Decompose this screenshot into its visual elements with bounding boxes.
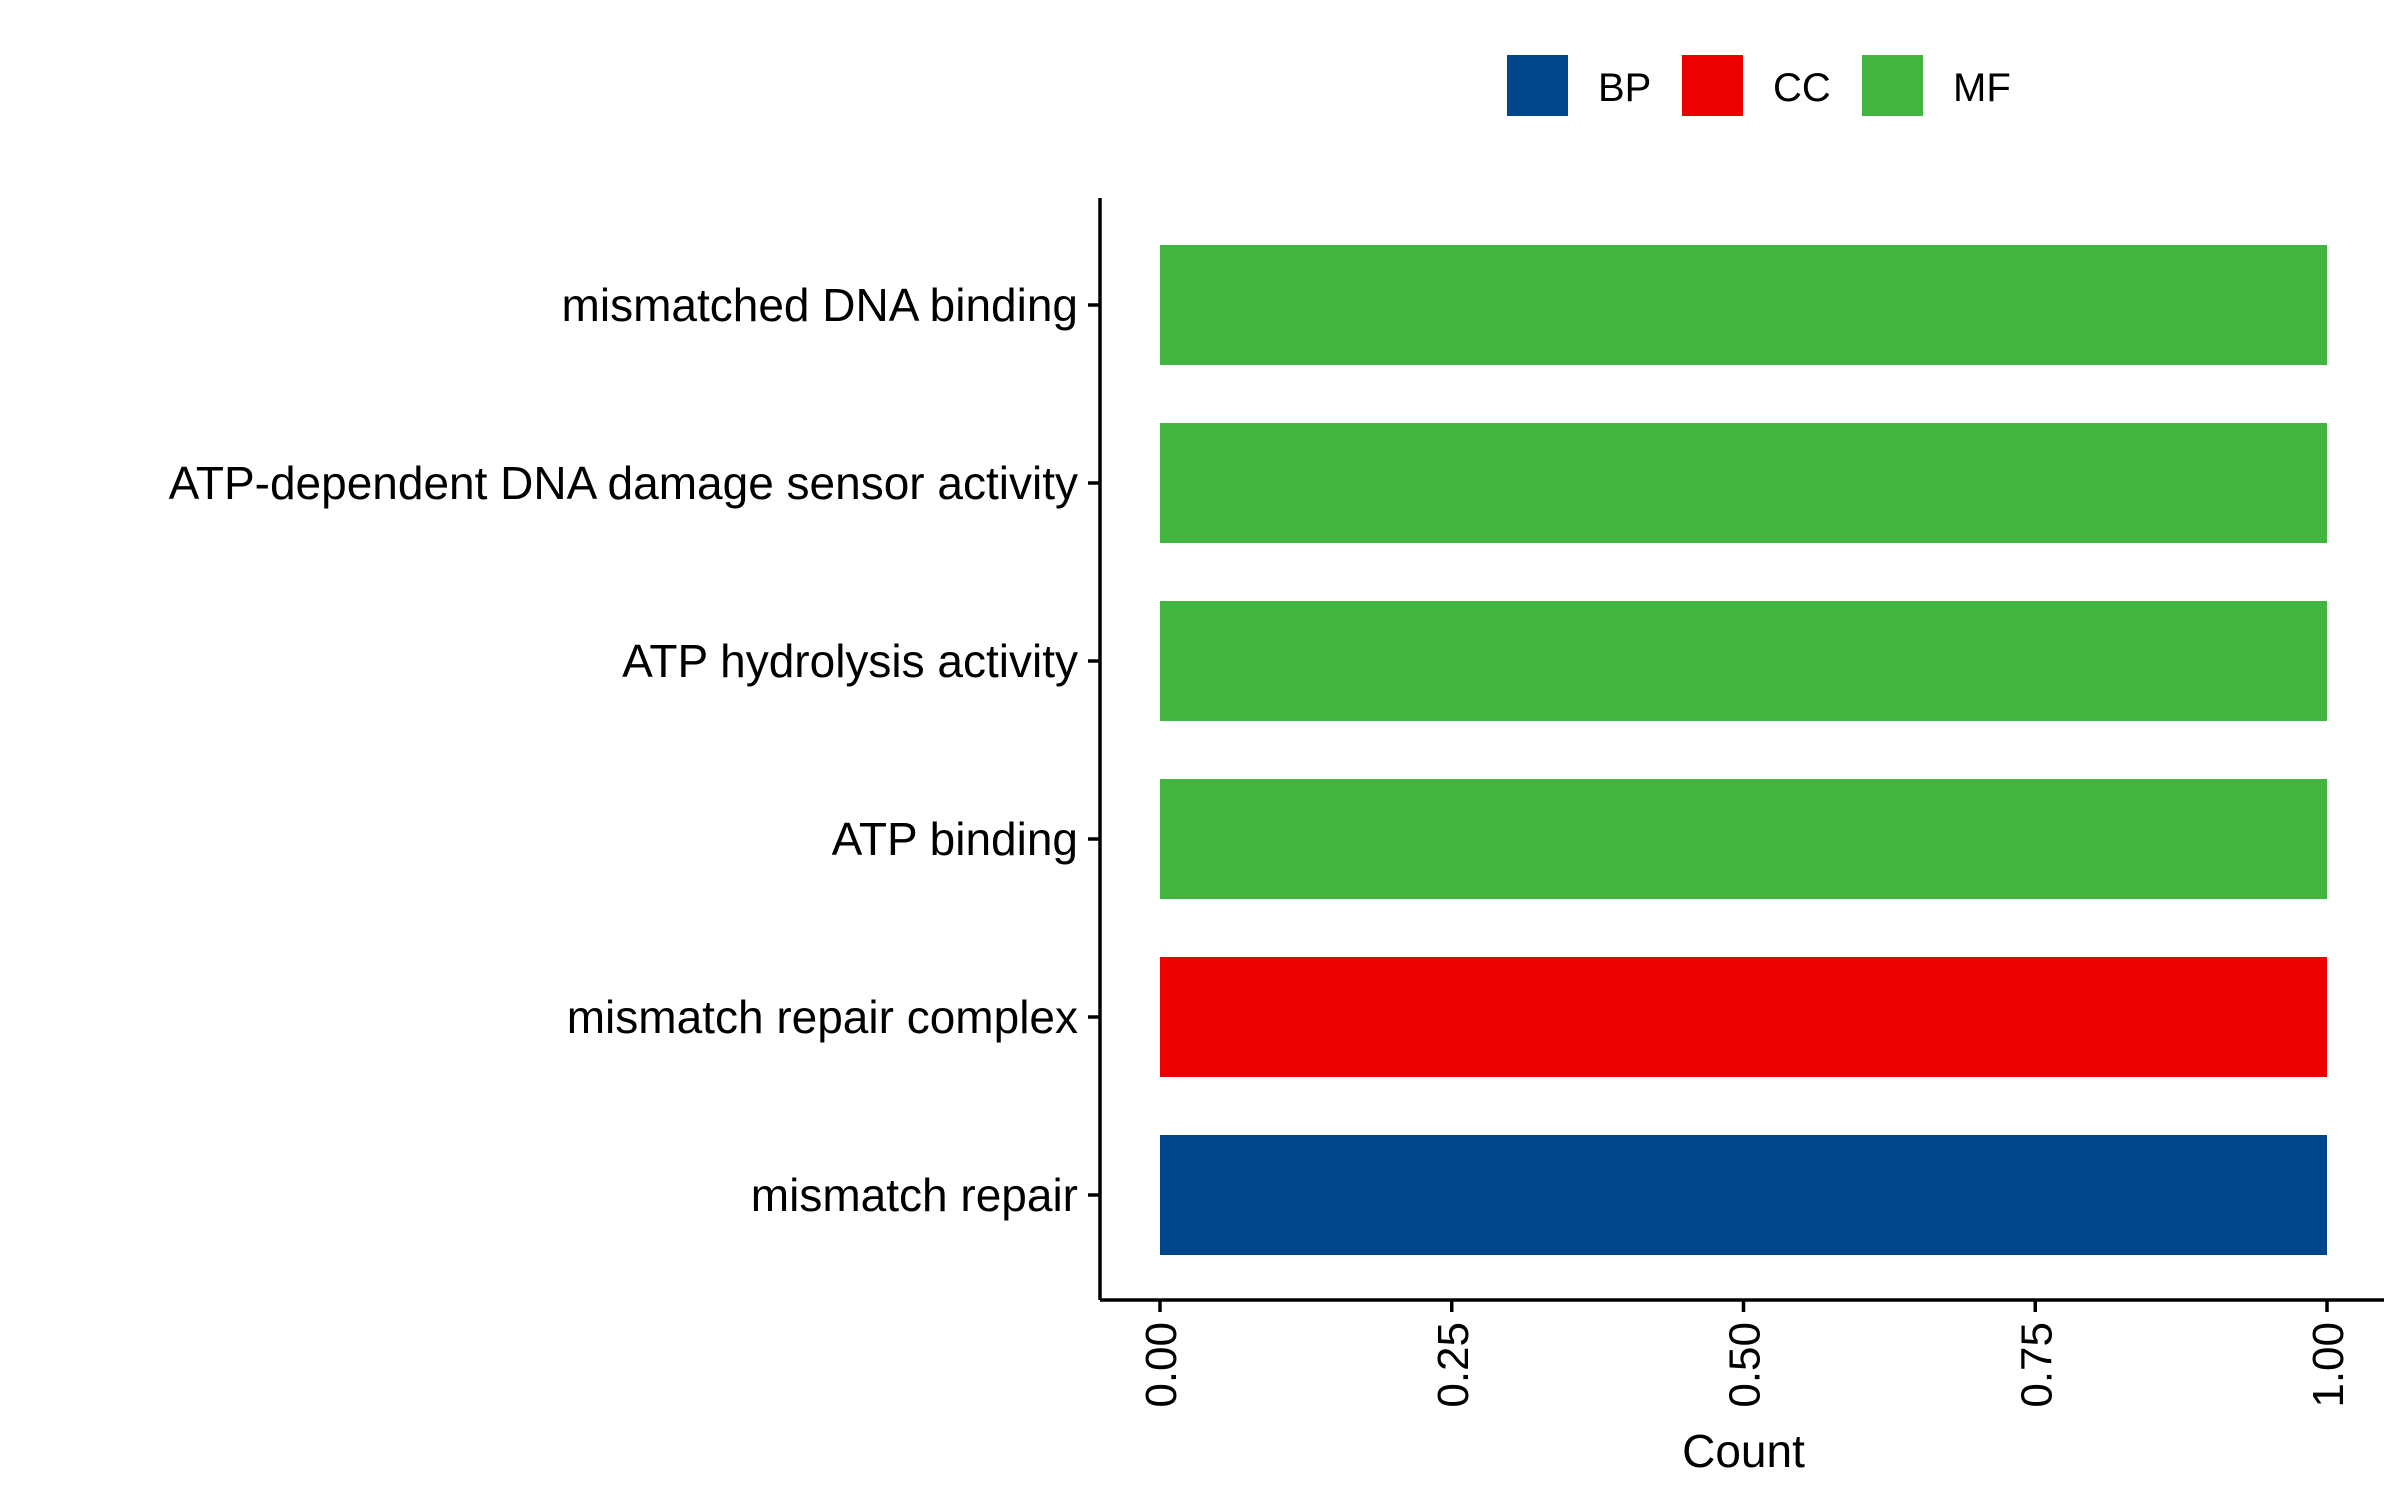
legend-label: CC bbox=[1773, 66, 1831, 110]
x-tick-label: 1.00 bbox=[2304, 1322, 2353, 1408]
bar bbox=[1160, 423, 2327, 543]
x-tick-label: 0.00 bbox=[1137, 1322, 1186, 1408]
x-tick-label: 0.50 bbox=[1721, 1322, 1770, 1408]
x-tick-label: 0.25 bbox=[1429, 1322, 1478, 1408]
bar bbox=[1160, 957, 2327, 1077]
y-tick-label: mismatch repair complex bbox=[567, 991, 1078, 1043]
y-axis: mismatched DNA binding ATP-dependent DNA … bbox=[169, 198, 1102, 1300]
y-tick-label: ATP hydrolysis activity bbox=[622, 635, 1078, 687]
y-tick-label: ATP binding bbox=[832, 813, 1078, 865]
legend-swatch bbox=[1862, 55, 1923, 116]
legend-label: BP bbox=[1598, 66, 1651, 110]
bars bbox=[1160, 245, 2327, 1255]
bar bbox=[1160, 1135, 2327, 1255]
bar bbox=[1160, 245, 2327, 365]
x-axis-title: Count bbox=[1682, 1425, 1805, 1477]
y-tick-label: ATP-dependent DNA damage sensor activity bbox=[169, 457, 1078, 509]
bar bbox=[1160, 601, 2327, 721]
y-tick-label: mismatch repair bbox=[751, 1169, 1078, 1221]
bar bbox=[1160, 779, 2327, 899]
legend: BP CC MF bbox=[1507, 55, 2011, 116]
legend-swatch bbox=[1682, 55, 1743, 116]
legend-label: MF bbox=[1953, 66, 2011, 110]
x-tick-label: 0.75 bbox=[2012, 1322, 2061, 1408]
legend-swatch bbox=[1507, 55, 1568, 116]
x-axis: 0.00 0.25 0.50 0.75 1.00 bbox=[1100, 1298, 2384, 1408]
y-tick-label: mismatched DNA binding bbox=[562, 279, 1078, 331]
